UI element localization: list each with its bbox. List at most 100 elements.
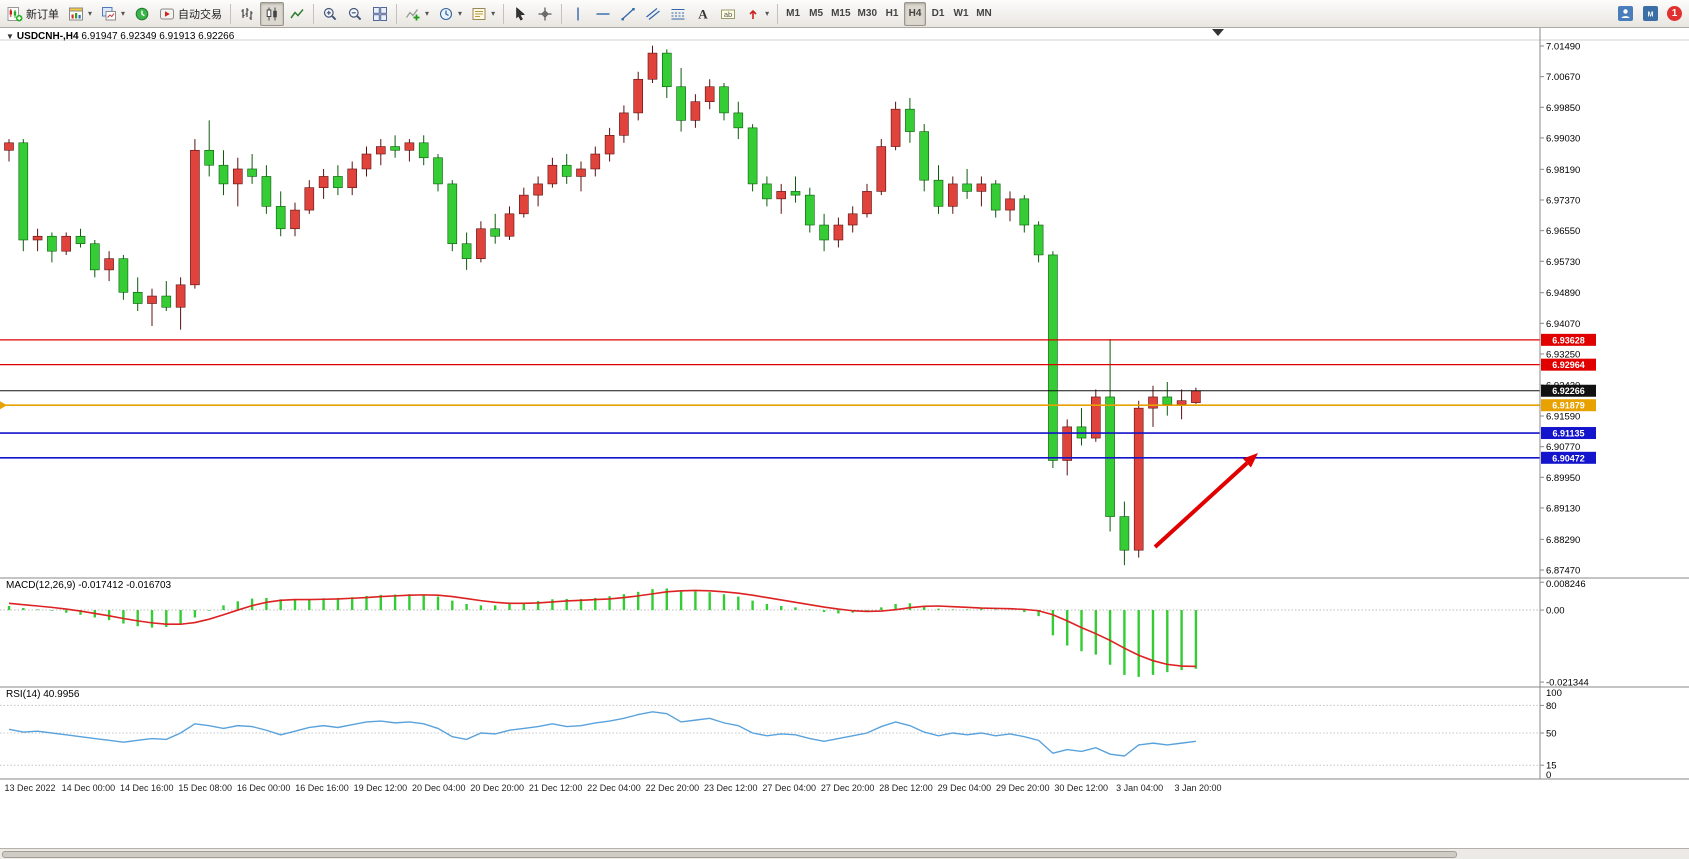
svg-text:6.99850: 6.99850	[1546, 103, 1580, 114]
svg-text:28 Dec 12:00: 28 Dec 12:00	[879, 783, 933, 793]
timeframe-button-d1[interactable]: D1	[927, 2, 949, 26]
profiles-button[interactable]: ▾	[97, 2, 129, 26]
fibonacci-button[interactable]	[666, 2, 690, 26]
svg-text:6.90472: 6.90472	[1552, 453, 1585, 463]
horizontal-scrollbar[interactable]	[0, 848, 1689, 859]
periods-button[interactable]: ▾	[434, 2, 466, 26]
notifications-badge[interactable]: 1	[1667, 6, 1682, 21]
cursor-button[interactable]	[508, 2, 532, 26]
svg-text:6.87470: 6.87470	[1546, 566, 1580, 577]
timeframe-button-m5[interactable]: M5	[805, 2, 827, 26]
horizontal-line-button[interactable]	[591, 2, 615, 26]
collapse-triangle-icon[interactable]: ▼	[6, 32, 14, 41]
chart-title: ▼ USDCNH-,H4 6.91947 6.92349 6.91913 6.92…	[6, 31, 234, 42]
mql5-button[interactable]: M	[1638, 2, 1662, 26]
rsi-label: RSI(14) 40.9956	[6, 689, 79, 700]
autotrading-button[interactable]: 自动交易	[155, 2, 226, 26]
new-order-button[interactable]: 新订单	[3, 2, 63, 26]
timeframe-button-h1[interactable]: H1	[881, 2, 903, 26]
candlestick-chart-button[interactable]	[260, 1, 285, 26]
toolbar-separator	[777, 3, 779, 24]
channel-button[interactable]	[641, 2, 665, 26]
text-label-button[interactable]: ab	[716, 2, 740, 26]
toolbar-separator	[230, 3, 232, 24]
toolbar-separator	[396, 3, 398, 24]
text-button[interactable]: A	[691, 2, 715, 26]
timeframe-button-m1[interactable]: M1	[782, 2, 804, 26]
timeframe-button-w1[interactable]: W1	[950, 2, 972, 26]
svg-text:6.99030: 6.99030	[1546, 133, 1580, 144]
svg-text:16 Dec 00:00: 16 Dec 00:00	[237, 783, 291, 793]
svg-text:27 Dec 20:00: 27 Dec 20:00	[821, 783, 875, 793]
timeframe-button-m15[interactable]: M15	[828, 2, 853, 26]
tile-windows-button[interactable]	[368, 2, 392, 26]
toolbar-separator	[561, 3, 563, 24]
svg-text:30 Dec 12:00: 30 Dec 12:00	[1054, 783, 1108, 793]
new-order-icon	[7, 6, 23, 22]
main-toolbar: 新订单 ▾ ▾ 自动交易 ▾ ▾ ▾ A ab ▾ M1 M5 M15 M30 H1 H4…	[0, 0, 1689, 28]
line-chart-button[interactable]	[285, 2, 309, 26]
timeframe-button-h4[interactable]: H4	[904, 1, 926, 26]
caret-down-icon: ▾	[458, 9, 463, 18]
svg-text:20 Dec 04:00: 20 Dec 04:00	[412, 783, 466, 793]
svg-text:14 Dec 16:00: 14 Dec 16:00	[120, 783, 174, 793]
timeframe-button-mn[interactable]: MN	[973, 2, 995, 26]
hlines-layer	[0, 339, 1540, 459]
svg-text:6.89950: 6.89950	[1546, 473, 1580, 484]
svg-text:22 Dec 04:00: 22 Dec 04:00	[587, 783, 641, 793]
new-chart-button[interactable]: ▾	[64, 2, 96, 26]
svg-text:22 Dec 20:00: 22 Dec 20:00	[646, 783, 700, 793]
vertical-line-button[interactable]	[566, 2, 590, 26]
templates-button[interactable]: ▾	[467, 2, 499, 26]
community-icon	[1617, 6, 1633, 21]
svg-text:21 Dec 12:00: 21 Dec 12:00	[529, 783, 583, 793]
toolbar-separator	[313, 3, 315, 24]
svg-text:6.96550: 6.96550	[1546, 226, 1580, 237]
svg-text:80: 80	[1546, 701, 1557, 712]
rsi-name: RSI(14)	[6, 689, 41, 700]
price-axis: 7.01490 7.00670 6.99850 6.99030 6.98190 6.973…	[1539, 28, 1596, 779]
bar-chart-button[interactable]	[235, 2, 259, 26]
market-watch-icon	[134, 6, 150, 22]
svg-text:6.88290: 6.88290	[1546, 535, 1580, 546]
zoom-out-button[interactable]	[343, 2, 367, 26]
svg-text:6.93628: 6.93628	[1552, 335, 1585, 345]
channel-icon	[645, 6, 661, 22]
scrollbar-thumb[interactable]	[2, 851, 1457, 858]
community-button[interactable]	[1613, 2, 1637, 26]
svg-text:6.98190: 6.98190	[1546, 165, 1580, 176]
market-watch-button[interactable]	[130, 2, 154, 26]
caret-down-icon: ▾	[88, 9, 93, 18]
svg-text:6.89130: 6.89130	[1546, 503, 1580, 514]
trendline-button[interactable]	[616, 2, 640, 26]
time-axis: 13 Dec 2022 14 Dec 00:00 14 Dec 16:00 15 De…	[4, 783, 1221, 793]
svg-text:6.90770: 6.90770	[1546, 442, 1580, 453]
crosshair-button[interactable]	[533, 2, 557, 26]
zoom-in-button[interactable]	[318, 2, 342, 26]
svg-text:19 Dec 12:00: 19 Dec 12:00	[354, 783, 408, 793]
svg-text:ab: ab	[724, 9, 732, 18]
svg-text:6.91135: 6.91135	[1552, 429, 1584, 439]
horizontal-line-icon	[595, 6, 611, 22]
chart-window: 7.01490 7.00670 6.99850 6.99030 6.98190 6.973…	[0, 28, 1689, 859]
svg-text:0: 0	[1546, 770, 1551, 781]
rsi-panel: 100 80 50 150	[0, 686, 1562, 781]
svg-text:3 Jan 20:00: 3 Jan 20:00	[1174, 783, 1221, 793]
indicators-button[interactable]: ▾	[401, 2, 433, 26]
crosshair-icon	[537, 6, 553, 22]
svg-text:6.93250: 6.93250	[1546, 349, 1580, 360]
rsi-value: 40.9956	[43, 689, 80, 700]
svg-text:6.92964: 6.92964	[1552, 360, 1585, 370]
svg-text:15: 15	[1546, 761, 1557, 772]
chart-canvas[interactable]: 7.01490 7.00670 6.99850 6.99030 6.98190 6.973…	[0, 28, 1689, 859]
svg-text:7.00670: 7.00670	[1546, 72, 1580, 83]
bar-chart-icon	[239, 6, 255, 22]
line-chart-icon	[289, 6, 305, 22]
svg-text:50: 50	[1546, 729, 1557, 740]
fibonacci-icon	[670, 6, 686, 22]
tile-windows-icon	[372, 6, 388, 22]
arrows-button[interactable]: ▾	[741, 2, 773, 26]
caret-down-icon: ▾	[491, 9, 496, 18]
timeframe-button-m30[interactable]: M30	[855, 2, 880, 26]
macd-label: MACD(12,26,9) -0.017412 -0.016703	[6, 580, 171, 591]
